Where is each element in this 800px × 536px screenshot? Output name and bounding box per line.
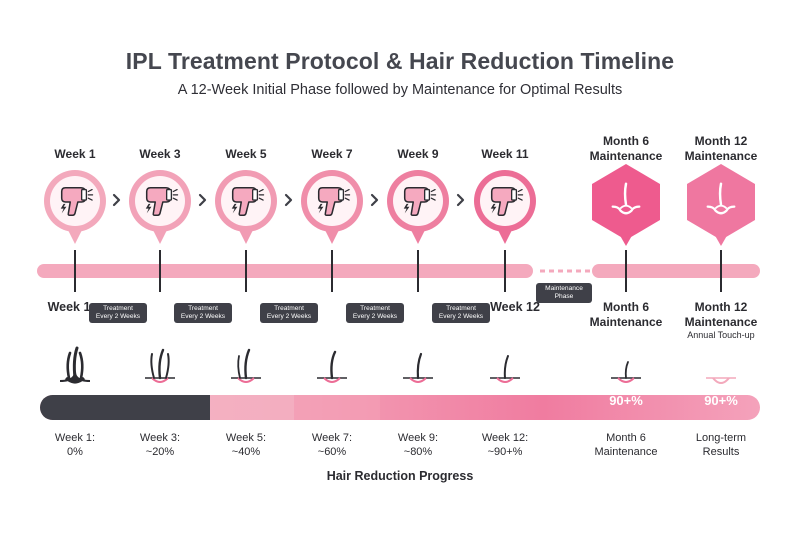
pin-week-7 [301,170,363,244]
progress-segment [208,395,294,420]
progress-label-month-6-bottom: Month 6 Maintenance [581,431,671,459]
tag-line1: Maintenance [545,285,583,292]
progress-label-week-9: Week 9: ~80% [383,431,453,459]
annual-touch-up-note: Annual Touch-up [687,330,755,340]
top-label-week-1: Week 1 [54,147,96,161]
label-line2: ~20% [145,446,175,458]
progress-label-week-7: Week 7: ~60% [297,431,367,459]
timeline-ticks [74,250,722,292]
maintenance-track [592,264,760,278]
top-label-week-7: Week 7 [311,147,353,161]
maintenance-phase-tag: Maintenance Phase [536,283,592,303]
treatment-tag-5: Treatment Every 2 Weeks [432,303,490,323]
top-label-week-11: Week 11 [481,147,529,161]
label-line1: Week 5: [225,432,267,444]
tag-line2: Every 2 Weeks [95,313,141,320]
label-line1: Month 6 [606,432,646,444]
progress-label-week-5: Week 5: ~40% [211,431,281,459]
timeline-end-label: Week 12 [490,300,540,314]
label-line2: Maintenance [594,446,658,458]
progress-label-week-3: Week 3: ~20% [125,431,195,459]
tag-line1: Treatment [103,305,133,312]
treatment-tag-4: Treatment Every 2 Weeks [346,303,404,323]
label-line2: 0% [67,446,83,458]
hair-follicle-icon [59,346,736,384]
page-title: IPL Treatment Protocol & Hair Reduction … [125,48,675,74]
label-line2: ~80% [403,446,433,458]
pin-week-5 [215,170,277,244]
label-line1: Week 12: [481,432,529,444]
tag-line2: Every 2 Weeks [438,313,484,320]
tag-line1: Treatment [360,305,390,312]
pin-week-3 [129,170,191,244]
tag-line1: Treatment [446,305,476,312]
label-line2: Results [702,446,740,458]
pin-week-9 [387,170,449,244]
tag-line2: Every 2 Weeks [266,313,312,320]
page-subtitle: A 12-Week Initial Phase followed by Main… [177,82,623,98]
timeline-month-12-label: Month 12 Maintenance [676,300,766,330]
pin-week-1 [44,170,106,244]
label-line1: Week 1: [54,432,96,444]
progress-label-week-12: Week 12: ~90+% [470,431,540,459]
progress-label-week-1: Week 1: 0% [40,431,110,459]
tag-line2: Phase [554,293,574,300]
tag-line2: Every 2 Weeks [352,313,398,320]
pin-week-11 [474,170,536,244]
progress-segment [294,395,380,420]
progress-label-month-6: 90+% [609,393,643,408]
label-line1: Week 9: [397,432,439,444]
label-line2: Maintenance [589,315,663,329]
progress-title: Hair Reduction Progress [326,469,474,483]
timeline-start-label: Week 1 [47,300,91,314]
label-line1: Week 7: [311,432,353,444]
label-line2: ~90+% [487,446,523,458]
tag-line2: Every 2 Weeks [180,313,226,320]
label-line1: Month 12 [694,300,748,314]
tag-line1: Treatment [188,305,218,312]
label-line1: Week 3: [139,432,181,444]
top-label-month-6-line1: Month 6 [603,134,649,148]
hex-month-12 [687,164,755,246]
tag-line1: Treatment [274,305,304,312]
treatment-tag-2: Treatment Every 2 Weeks [174,303,232,323]
top-label-week-3: Week 3 [139,147,181,161]
label-line1: Long-term [695,432,747,444]
label-line2: Maintenance [684,315,758,329]
hex-month-6 [592,164,660,246]
timeline-month-6-label: Month 6 Maintenance [581,300,671,330]
timeline-track [37,264,533,278]
label-line2: ~40% [231,446,261,458]
label-line1: Month 6 [603,300,649,314]
top-label-week-5: Week 5 [225,147,267,161]
progress-label-long-term: 90+% [704,393,738,408]
top-label-month-6-line2: Maintenance [589,149,663,163]
progress-label-long-term-bottom: Long-term Results [676,431,766,459]
top-label-month-12-line2: Maintenance [684,149,758,163]
label-line2: ~60% [317,446,347,458]
chevron-right-icon [112,193,465,207]
treatment-tag-1: Treatment Every 2 Weeks [89,303,147,323]
top-label-week-9: Week 9 [397,147,439,161]
top-label-month-12-line1: Month 12 [694,134,748,148]
progress-fill [40,395,210,420]
progress-fill-edge [190,395,210,420]
treatment-tag-3: Treatment Every 2 Weeks [260,303,318,323]
